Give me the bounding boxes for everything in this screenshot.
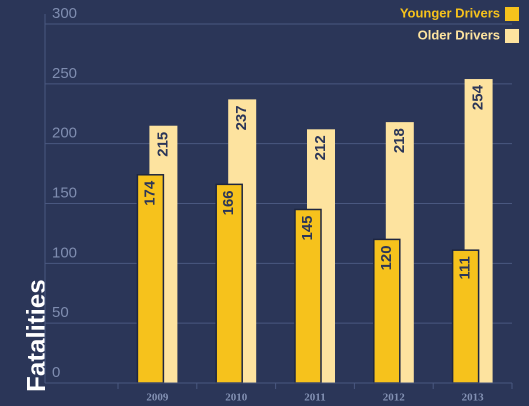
value-label: 237 bbox=[233, 105, 250, 130]
y-tick-label: 0 bbox=[52, 364, 60, 381]
value-label: 174 bbox=[141, 180, 158, 206]
x-tick-label: 2011 bbox=[304, 392, 325, 404]
bar bbox=[215, 183, 243, 384]
value-label: 111 bbox=[457, 256, 474, 279]
bar bbox=[373, 238, 401, 384]
legend-swatch bbox=[505, 7, 519, 21]
y-tick-label: 300 bbox=[52, 5, 77, 22]
value-label: 254 bbox=[470, 84, 487, 110]
legend-label: Older Drivers bbox=[418, 27, 500, 42]
value-label: 212 bbox=[312, 135, 329, 160]
x-tick-label: 2010 bbox=[225, 392, 248, 404]
x-tick-label: 2009 bbox=[146, 392, 169, 404]
y-tick-label: 50 bbox=[52, 304, 69, 321]
y-tick-label: 250 bbox=[52, 65, 77, 82]
legend-label: Younger Drivers bbox=[400, 5, 500, 20]
x-tick-label: 2013 bbox=[462, 392, 485, 404]
y-axis-label: Fatalities bbox=[21, 279, 51, 392]
value-label: 145 bbox=[299, 215, 316, 240]
value-label: 215 bbox=[154, 132, 171, 157]
y-tick-label: 150 bbox=[52, 184, 77, 201]
value-label: 218 bbox=[391, 128, 408, 153]
value-label: 166 bbox=[220, 190, 237, 215]
value-label: 120 bbox=[378, 245, 395, 270]
x-tick-label: 2012 bbox=[383, 392, 406, 404]
y-tick-label: 200 bbox=[52, 125, 77, 142]
legend-swatch bbox=[505, 29, 519, 43]
y-tick-label: 100 bbox=[52, 244, 77, 261]
bar bbox=[136, 174, 165, 384]
